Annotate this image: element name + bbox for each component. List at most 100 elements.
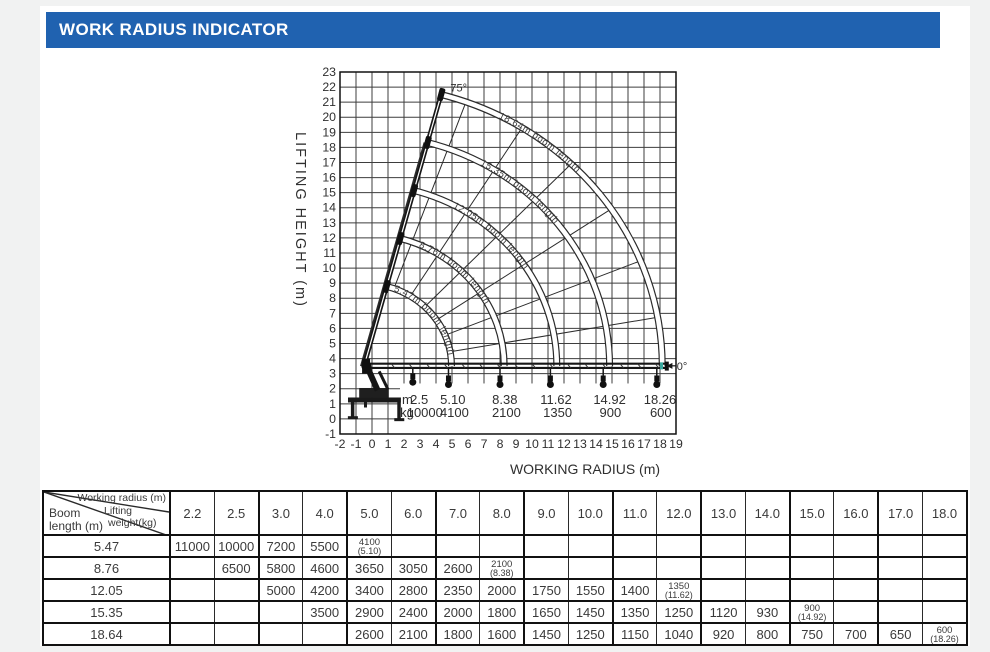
radius-column-header: 10.0 — [567, 490, 614, 536]
capacity-cell: 1150 — [611, 622, 658, 646]
x-tick-label: 14 — [589, 437, 603, 451]
capacity-cell — [656, 556, 702, 580]
y-tick-label: 3 — [329, 367, 336, 381]
x-tick-label: -1 — [351, 437, 362, 451]
x-tick-label: 12 — [557, 437, 571, 451]
boom-arc-label: 18.64m boom length — [497, 111, 583, 176]
capacity-cell — [788, 556, 835, 580]
table-header-row: Working radius (m) Lifting weight(kg) Bo… — [42, 490, 968, 536]
y-tick-label: 5 — [329, 336, 336, 350]
capacity-cell: 2400 — [390, 600, 437, 624]
annotation-backdrop — [400, 383, 676, 434]
capacity-cell: 1550 — [567, 578, 614, 602]
capacity-cell: 650 — [877, 622, 924, 646]
boom-hatch — [637, 363, 642, 369]
capacity-kg-label: kg — [400, 405, 414, 420]
capacity-cell: 1450 — [567, 600, 614, 624]
boom-arc-label: 5.47m boom length — [392, 284, 456, 357]
boom-section-head — [396, 231, 405, 246]
capacity-cell: 2600 — [346, 622, 392, 646]
y-tick-label: 20 — [322, 110, 336, 124]
y-tick-label: 21 — [322, 95, 336, 109]
y-tick-label: 11 — [323, 246, 336, 260]
capacity-cell: 7200 — [257, 534, 304, 558]
x-tick-label: 0 — [369, 437, 376, 451]
boom-length-cell: 15.35 — [42, 600, 171, 624]
x-tick-label: 10 — [525, 437, 539, 451]
capacity-radius-value: 11.62 — [540, 392, 572, 407]
capacity-cell: 5500 — [302, 534, 348, 558]
radius-column-header: 3.0 — [257, 490, 304, 536]
capacity-cell: 920 — [700, 622, 746, 646]
radius-column-header: 13.0 — [700, 490, 746, 536]
capacity-cell: 1040 — [656, 622, 702, 646]
capacity-cell — [744, 556, 791, 580]
capacity-cell — [877, 534, 924, 558]
capacity-cell — [523, 556, 569, 580]
table-corner-cell: Working radius (m) Lifting weight(kg) Bo… — [42, 490, 171, 536]
capacity-cell — [390, 534, 437, 558]
radius-column-header: 4.0 — [302, 490, 348, 536]
table-row: 15.35 3500 2900 2400 2000 1800 1650 1450 1350 125… — [42, 600, 968, 624]
capacity-kg-value: 4100 — [440, 405, 469, 420]
x-tick-label: 4 — [433, 437, 440, 451]
radius-column-header: 5.0 — [346, 490, 392, 536]
boom-hatch — [602, 363, 607, 369]
x-tick-label: 17 — [637, 437, 651, 451]
capacity-cell — [700, 578, 746, 602]
capacity-cell — [877, 578, 924, 602]
capacity-radius-value: 2.5 — [410, 392, 428, 407]
boom-tip-marker — [660, 362, 663, 370]
radius-column-header: 15.0 — [788, 490, 835, 536]
boom-hatch — [514, 363, 519, 369]
corner-label-lifting: Lifting — [104, 505, 133, 517]
boom-length-cell: 5.47 — [42, 534, 171, 558]
capacity-radius-value: 14.92 — [593, 392, 626, 407]
y-tick-label: 15 — [322, 186, 336, 200]
radius-column-header: 17.0 — [877, 490, 924, 536]
crane-range-chart: 5.47m boom length 8.76m boom length 12.05m… — [250, 58, 720, 493]
boom-section-head — [382, 279, 391, 294]
capacity-cell: 2350 — [434, 578, 481, 602]
capacity-cell: 3400 — [346, 578, 392, 602]
capacity-cell — [922, 600, 968, 624]
capacity-cell: 2100 (8.38) — [479, 556, 525, 580]
corner-label-weight: weight(kg) — [108, 517, 157, 529]
radius-column-header: 9.0 — [523, 490, 569, 536]
x-tick-label: 16 — [621, 437, 635, 451]
boom-arc — [424, 139, 612, 367]
capacity-cell — [257, 622, 304, 646]
boom-section-head — [437, 87, 446, 102]
capacity-cell: 2800 — [390, 578, 437, 602]
capacity-cell — [523, 534, 569, 558]
boom-arc — [411, 187, 560, 367]
x-tick-label: -2 — [335, 437, 346, 451]
capacity-cell: 930 — [744, 600, 791, 624]
angle-0-arrowhead — [666, 362, 673, 369]
boom-length-cell: 12.05 — [42, 578, 171, 602]
radius-column-header: 18.0 — [922, 490, 968, 536]
section-header-bar: WORK RADIUS INDICATOR — [46, 12, 940, 48]
capacity-cell — [700, 534, 746, 558]
capacity-cell: 1650 — [523, 600, 569, 624]
capacity-cell: 1350 — [611, 600, 658, 624]
capacity-cell — [833, 556, 879, 580]
plot-border — [339, 71, 677, 435]
capacity-m-label: m — [402, 392, 413, 407]
capacity-cell — [922, 556, 968, 580]
boom-hatch — [566, 363, 572, 369]
y-tick-label: 1 — [329, 397, 336, 411]
capacity-cell: 3050 — [390, 556, 437, 580]
capacity-radius-value: 5.10 — [440, 392, 465, 407]
radius-column-header: 11.0 — [611, 490, 658, 536]
capacity-cell: 900 (14.92) — [788, 600, 835, 624]
capacity-cell: 5800 — [257, 556, 304, 580]
capacity-cell: 1600 — [479, 622, 525, 646]
radius-column-header: 16.0 — [833, 490, 879, 536]
boom-hatch — [654, 363, 660, 369]
capacity-kg-value: 600 — [650, 405, 672, 420]
hook-icon — [409, 367, 417, 386]
boom-hatch — [408, 363, 413, 369]
capacity-cell: 2000 — [479, 578, 525, 602]
y-tick-label: -1 — [325, 427, 336, 441]
